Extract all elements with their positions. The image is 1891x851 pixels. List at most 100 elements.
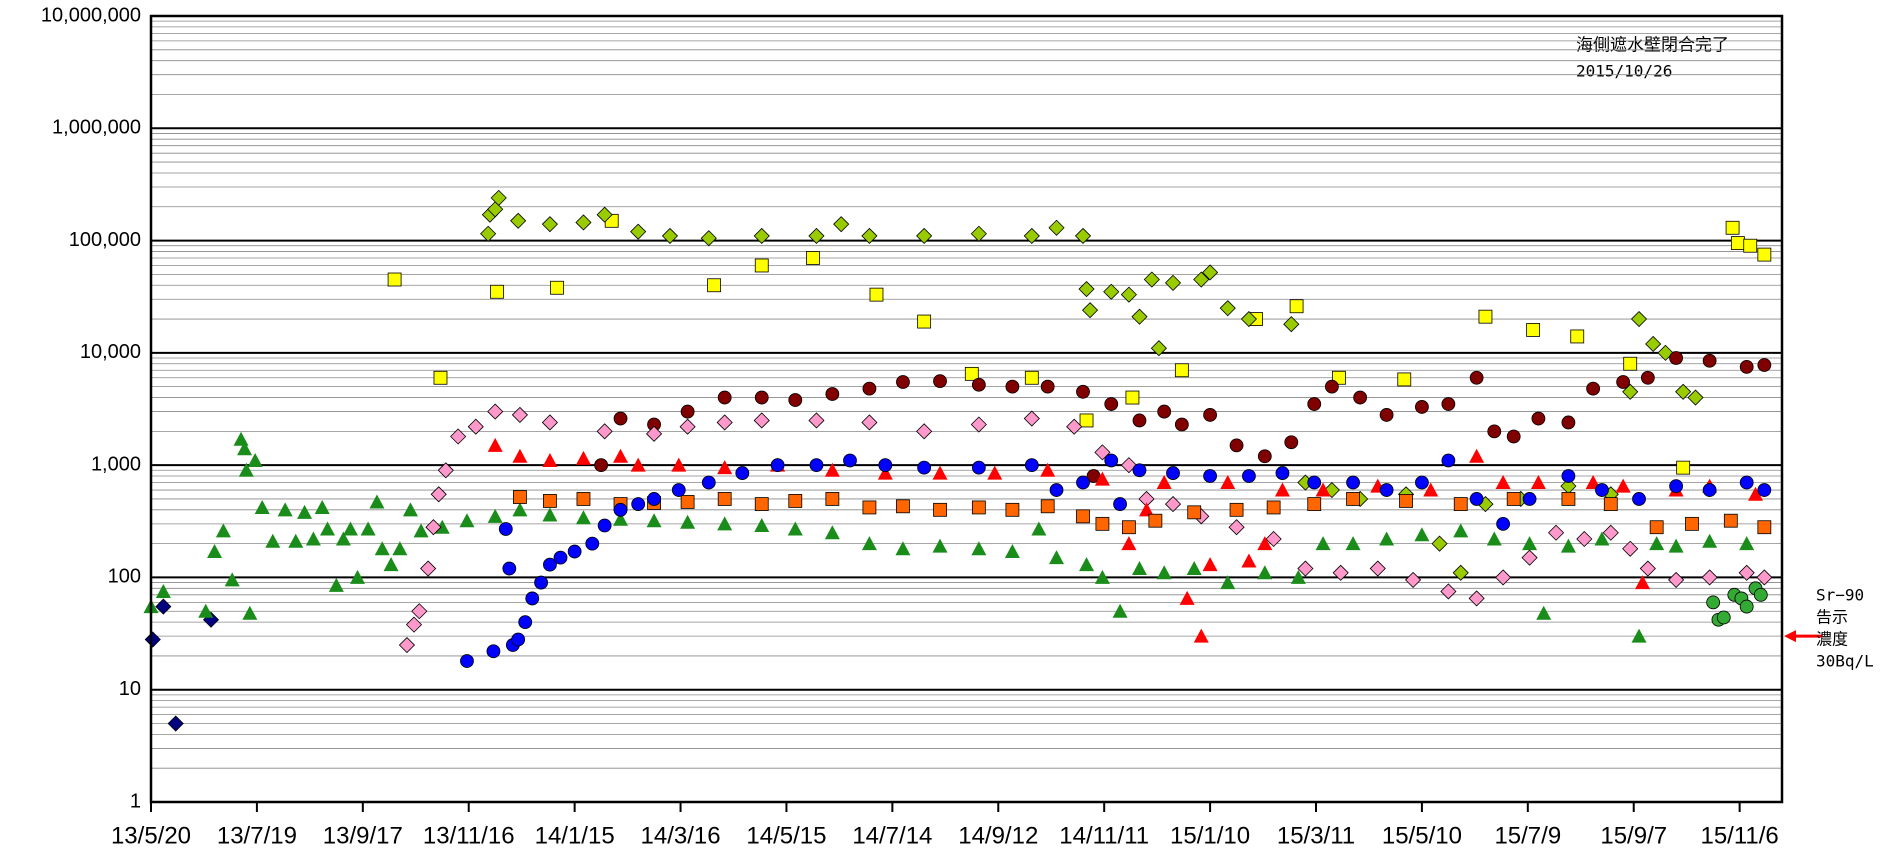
point (1495, 475, 1511, 490)
point (425, 519, 442, 536)
point (716, 414, 733, 431)
point (167, 715, 184, 732)
point (480, 225, 497, 242)
point (265, 533, 281, 548)
point (1645, 335, 1662, 353)
point (1315, 482, 1331, 497)
point (575, 510, 591, 525)
x-tick-label: 15/3/11 (1277, 822, 1355, 849)
x-tick-label: 15/9/7 (1600, 822, 1667, 849)
annotation-date: 2015/10/26 (1576, 62, 1672, 81)
point (1622, 540, 1639, 557)
point (1469, 370, 1484, 385)
point (808, 227, 825, 244)
point (1040, 499, 1055, 514)
point (825, 492, 840, 506)
point (1649, 520, 1664, 535)
point (1379, 408, 1394, 422)
x-tick-label: 13/9/17 (323, 822, 403, 849)
point (1399, 494, 1413, 508)
point (1547, 524, 1565, 541)
point (1530, 475, 1546, 490)
point (825, 387, 840, 401)
annotation-text: 海側遮水壁閉合完了 (1576, 35, 1729, 54)
point (242, 605, 258, 620)
point (1757, 483, 1772, 497)
point (1193, 628, 1209, 643)
point (490, 189, 507, 206)
point (1265, 530, 1282, 548)
point (510, 212, 527, 229)
point (254, 499, 270, 514)
point (360, 521, 376, 536)
point (1081, 302, 1099, 319)
point (1094, 471, 1110, 486)
point (305, 531, 321, 546)
point (1739, 599, 1754, 614)
point (224, 572, 240, 587)
point (328, 577, 344, 592)
point (1132, 463, 1147, 478)
point (487, 403, 504, 420)
point (1478, 309, 1493, 324)
point (1332, 564, 1349, 581)
point (1202, 264, 1219, 281)
point (1346, 492, 1360, 506)
point (1423, 482, 1439, 497)
point (335, 531, 351, 546)
point (970, 416, 987, 433)
point (1005, 379, 1020, 394)
point (542, 452, 558, 467)
point (1048, 219, 1065, 236)
point (679, 418, 696, 435)
point (1379, 531, 1395, 546)
point (1739, 536, 1755, 551)
point (1615, 478, 1631, 493)
point (1631, 628, 1647, 643)
point (1104, 397, 1119, 411)
point (575, 214, 592, 231)
y-tick-label: 1 (130, 790, 141, 812)
y-tick-label: 100,000 (69, 229, 141, 251)
point (1121, 520, 1136, 535)
point (917, 460, 932, 475)
point (1121, 536, 1137, 551)
point (896, 375, 910, 389)
point (1522, 492, 1537, 506)
point (1561, 415, 1576, 430)
point (1220, 475, 1236, 490)
point (247, 452, 263, 467)
point (1668, 538, 1684, 553)
point (1639, 560, 1656, 577)
point (525, 591, 540, 606)
point (459, 513, 475, 528)
point (680, 514, 696, 529)
point (320, 521, 336, 536)
point (806, 251, 820, 265)
point (1414, 527, 1430, 542)
x-tick-label: 13/7/19 (217, 822, 297, 849)
point (1049, 550, 1065, 565)
point (1441, 397, 1456, 411)
point (1632, 492, 1646, 506)
point (1685, 516, 1699, 531)
x-tick-label: 14/3/16 (641, 822, 721, 849)
point (1274, 482, 1290, 497)
point (1079, 413, 1094, 428)
point (541, 216, 558, 233)
point (1307, 497, 1322, 511)
point (1536, 605, 1552, 620)
point (1526, 323, 1541, 337)
point (1040, 379, 1055, 394)
point (1219, 300, 1236, 317)
point (1706, 595, 1721, 610)
point (314, 499, 330, 514)
point (1203, 469, 1217, 483)
point (596, 423, 613, 440)
point (861, 536, 877, 551)
point (1586, 381, 1601, 396)
point (970, 225, 987, 242)
point (486, 644, 501, 659)
point (680, 404, 695, 419)
point (487, 508, 503, 523)
